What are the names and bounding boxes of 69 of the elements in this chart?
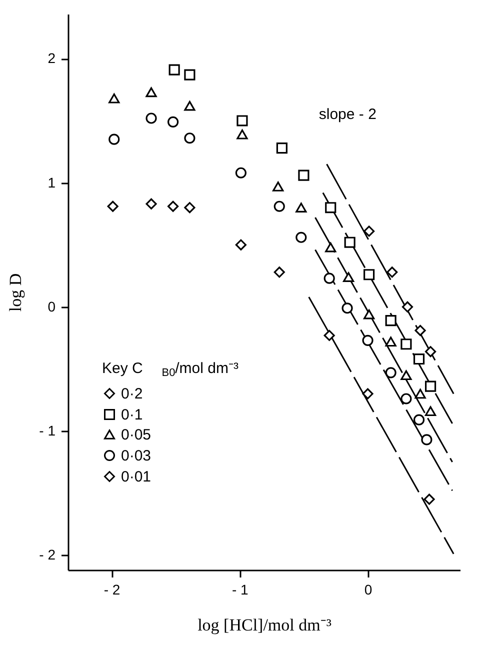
- point: [424, 380, 436, 392]
- point: [325, 202, 336, 214]
- y-tick-label: 1: [48, 174, 56, 190]
- point: [236, 115, 248, 126]
- point: [424, 406, 436, 416]
- point: [324, 330, 335, 341]
- point: [364, 309, 375, 320]
- point: [235, 239, 246, 250]
- point: [108, 134, 120, 145]
- y-tick-label: - 2: [39, 546, 56, 563]
- point: [274, 200, 285, 212]
- point: [364, 226, 375, 237]
- point: [184, 202, 196, 214]
- point: [108, 93, 120, 104]
- point: [385, 367, 396, 378]
- point: [184, 100, 196, 111]
- point: [343, 272, 354, 282]
- y-tick-label: - 1: [39, 422, 56, 438]
- legend-label: 0·05: [121, 426, 152, 444]
- point: [298, 170, 310, 181]
- point: [296, 202, 307, 213]
- y-tick-label: 2: [48, 50, 56, 66]
- point: [274, 266, 285, 278]
- annotation: slope - 2: [318, 106, 376, 124]
- point: [146, 112, 157, 124]
- point: [146, 198, 157, 210]
- point: [344, 236, 356, 248]
- legend-label: 0·03: [121, 448, 152, 464]
- point: [184, 69, 196, 80]
- point: [184, 132, 196, 144]
- y-tick-label: 0: [48, 298, 56, 314]
- point: [362, 388, 374, 400]
- point: [276, 142, 288, 154]
- point: [272, 182, 284, 192]
- legend-label: 0·2: [121, 386, 143, 402]
- point: [296, 232, 307, 243]
- point: [413, 353, 425, 365]
- point: [168, 64, 180, 76]
- point: [413, 414, 425, 426]
- point: [385, 315, 396, 326]
- point: [146, 87, 157, 98]
- y-axis-title: log D: [6, 273, 26, 312]
- legend-label: 0·01: [121, 468, 152, 486]
- point: [421, 434, 432, 446]
- point: [414, 324, 426, 336]
- point: [402, 301, 414, 312]
- point: [400, 338, 412, 350]
- point: [364, 269, 375, 280]
- x-tick-label: 0: [364, 582, 372, 598]
- x-axis-title: log [HCl]/mol dm⁻³: [198, 616, 332, 634]
- point: [168, 116, 179, 128]
- x-tick-label: - 2: [104, 582, 120, 598]
- point: [325, 242, 336, 252]
- point: [342, 302, 353, 314]
- point: [324, 272, 335, 284]
- legend-label: 0·1: [121, 406, 143, 424]
- x-tick-label: - 1: [232, 582, 249, 598]
- point: [386, 266, 398, 278]
- point: [424, 494, 435, 505]
- point: [424, 346, 436, 358]
- point: [235, 167, 246, 178]
- point: [107, 200, 118, 212]
- point: [400, 370, 412, 380]
- point: [236, 129, 248, 140]
- point: [362, 334, 374, 346]
- point: [414, 388, 426, 399]
- point: [400, 393, 412, 404]
- point: [385, 336, 396, 347]
- point: [168, 200, 179, 212]
